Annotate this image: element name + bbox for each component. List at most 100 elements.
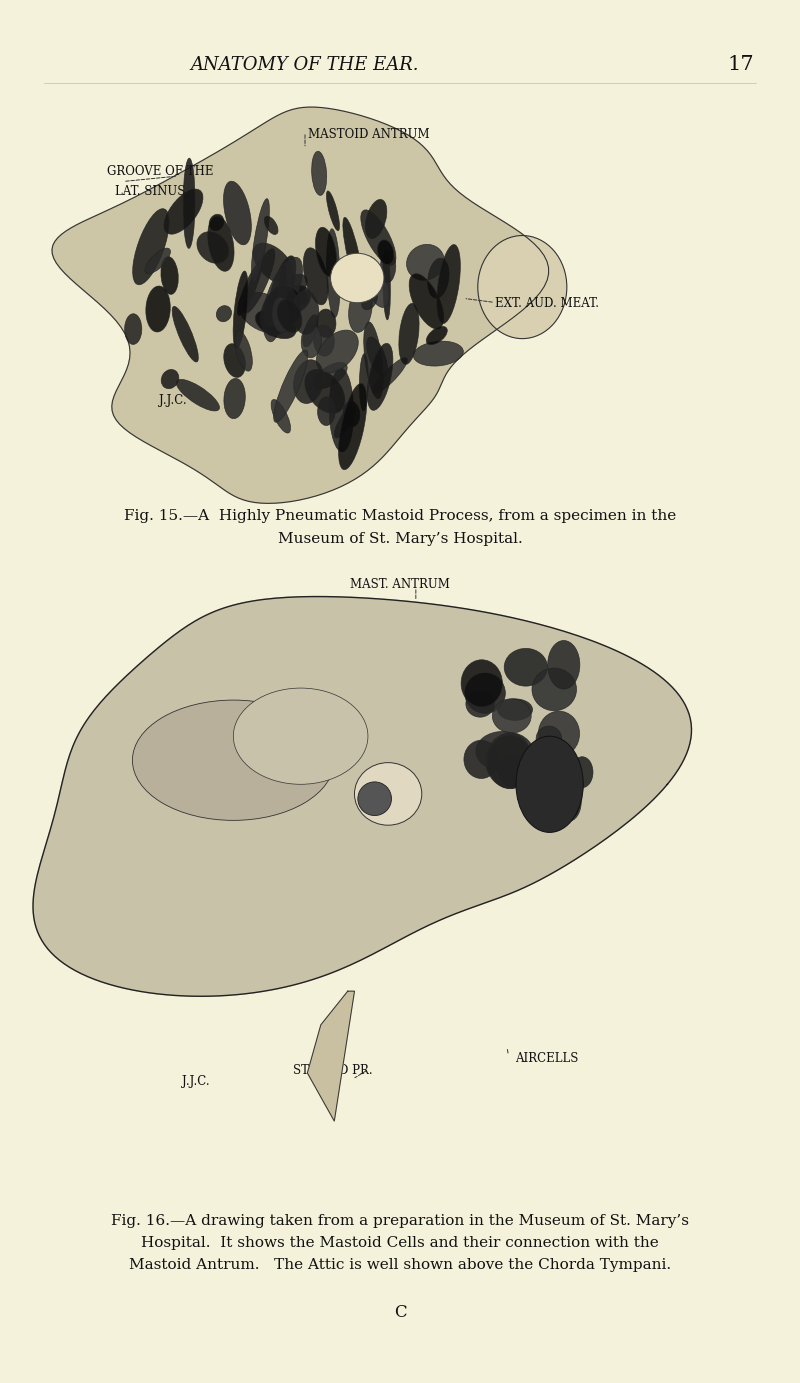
Ellipse shape: [197, 232, 229, 263]
Ellipse shape: [366, 337, 387, 376]
Ellipse shape: [145, 248, 170, 274]
Ellipse shape: [536, 726, 562, 751]
Ellipse shape: [366, 199, 387, 239]
Ellipse shape: [316, 308, 336, 337]
Ellipse shape: [255, 310, 296, 339]
Ellipse shape: [161, 257, 178, 295]
Ellipse shape: [314, 325, 334, 355]
Ellipse shape: [329, 368, 354, 452]
Ellipse shape: [164, 189, 203, 234]
Ellipse shape: [146, 286, 170, 332]
Ellipse shape: [492, 698, 531, 733]
Ellipse shape: [277, 300, 302, 332]
Ellipse shape: [359, 354, 369, 411]
Ellipse shape: [362, 292, 378, 310]
Ellipse shape: [549, 763, 577, 805]
Ellipse shape: [216, 306, 231, 322]
Ellipse shape: [264, 257, 302, 326]
Ellipse shape: [302, 315, 318, 347]
Text: MAST. ANTRUM: MAST. ANTRUM: [350, 578, 450, 591]
Text: MASTOID ANTRUM: MASTOID ANTRUM: [307, 129, 429, 141]
Ellipse shape: [532, 668, 577, 711]
Ellipse shape: [362, 256, 389, 307]
Ellipse shape: [261, 286, 297, 336]
Ellipse shape: [210, 214, 224, 231]
Text: J.J.C.: J.J.C.: [182, 1076, 210, 1088]
Ellipse shape: [428, 259, 449, 299]
Ellipse shape: [233, 271, 248, 349]
Ellipse shape: [367, 343, 393, 411]
Ellipse shape: [273, 285, 310, 315]
Text: Hospital.  It shows the Mastoid Cells and their connection with the: Hospital. It shows the Mastoid Cells and…: [141, 1236, 659, 1250]
Text: J.J.C.: J.J.C.: [158, 394, 186, 407]
Ellipse shape: [234, 331, 252, 371]
Ellipse shape: [253, 243, 294, 284]
Ellipse shape: [274, 350, 308, 422]
Ellipse shape: [331, 267, 355, 288]
Ellipse shape: [498, 698, 533, 721]
Text: 17: 17: [727, 55, 754, 75]
Polygon shape: [52, 106, 549, 503]
Ellipse shape: [294, 360, 324, 404]
Ellipse shape: [208, 216, 234, 271]
Ellipse shape: [315, 227, 337, 277]
Ellipse shape: [238, 292, 290, 333]
Text: C: C: [394, 1304, 406, 1321]
Text: LAT. SINUS: LAT. SINUS: [115, 184, 186, 198]
Ellipse shape: [364, 322, 383, 398]
Ellipse shape: [224, 379, 246, 419]
Ellipse shape: [316, 331, 358, 373]
Ellipse shape: [223, 181, 251, 245]
Text: AIRCELLS: AIRCELLS: [514, 1052, 578, 1065]
Text: Museum of St. Mary’s Hospital.: Museum of St. Mary’s Hospital.: [278, 532, 522, 546]
Text: STYLOID PR.: STYLOID PR.: [293, 1065, 373, 1077]
Ellipse shape: [571, 757, 593, 788]
Ellipse shape: [361, 210, 396, 266]
Ellipse shape: [504, 649, 547, 686]
Ellipse shape: [224, 344, 246, 378]
Ellipse shape: [251, 199, 270, 282]
Ellipse shape: [378, 239, 394, 264]
Polygon shape: [307, 992, 354, 1122]
Ellipse shape: [343, 217, 362, 289]
Text: Mastoid Antrum.   The Attic is well shown above the Chorda Tympani.: Mastoid Antrum. The Attic is well shown …: [129, 1257, 671, 1272]
Ellipse shape: [278, 264, 286, 328]
Ellipse shape: [464, 740, 498, 779]
Ellipse shape: [125, 314, 142, 344]
Ellipse shape: [358, 781, 391, 816]
Ellipse shape: [334, 405, 355, 438]
Ellipse shape: [338, 383, 366, 470]
Ellipse shape: [314, 362, 347, 389]
Ellipse shape: [305, 369, 345, 414]
Ellipse shape: [326, 228, 340, 318]
Ellipse shape: [326, 191, 339, 231]
Ellipse shape: [318, 397, 335, 426]
Ellipse shape: [380, 252, 396, 282]
Ellipse shape: [478, 235, 567, 339]
Ellipse shape: [399, 303, 419, 364]
Ellipse shape: [303, 248, 328, 304]
Ellipse shape: [292, 290, 319, 335]
Ellipse shape: [349, 285, 372, 332]
Ellipse shape: [538, 795, 568, 831]
Text: Fig. 15.—A  Highly Pneumatic Mastoid Process, from a specimen in the: Fig. 15.—A Highly Pneumatic Mastoid Proc…: [124, 509, 676, 523]
Ellipse shape: [516, 736, 583, 833]
Ellipse shape: [176, 379, 219, 411]
Text: EXT. AUD. MEAT.: EXT. AUD. MEAT.: [495, 297, 599, 310]
Ellipse shape: [382, 249, 390, 319]
Ellipse shape: [343, 401, 360, 427]
Polygon shape: [33, 596, 691, 996]
Ellipse shape: [498, 757, 526, 787]
Ellipse shape: [234, 689, 368, 784]
Ellipse shape: [133, 700, 334, 820]
Ellipse shape: [486, 733, 536, 788]
Ellipse shape: [238, 261, 262, 315]
Text: Fig. 16.—A drawing taken from a preparation in the Museum of St. Mary’s: Fig. 16.—A drawing taken from a preparat…: [111, 1214, 689, 1228]
Ellipse shape: [312, 151, 326, 195]
Ellipse shape: [354, 762, 422, 826]
Ellipse shape: [465, 674, 506, 714]
Ellipse shape: [414, 342, 463, 366]
Ellipse shape: [263, 299, 280, 342]
Text: GROOVE OF THE: GROOVE OF THE: [107, 166, 214, 178]
Ellipse shape: [266, 256, 296, 329]
